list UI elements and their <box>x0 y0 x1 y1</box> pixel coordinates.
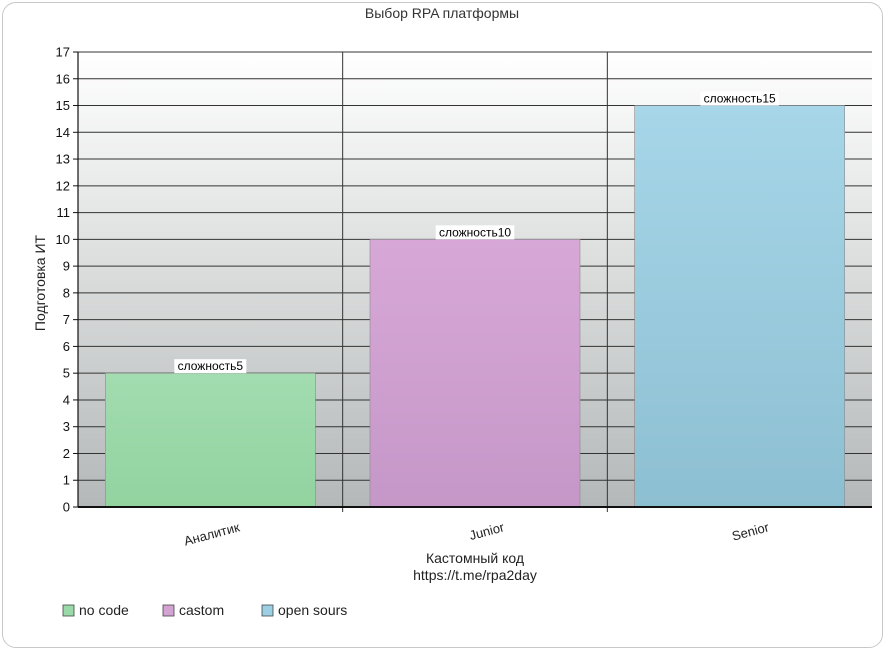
y-tick-label: 15 <box>56 98 70 113</box>
legend-swatch <box>162 604 175 617</box>
legend-label: no code <box>79 602 129 618</box>
bar <box>369 239 581 508</box>
y-tick-label: 5 <box>63 366 70 381</box>
x-axis-title: Кастомный код <box>426 550 524 566</box>
data-label-box <box>435 225 515 240</box>
data-label-box <box>174 359 247 374</box>
y-tick-label: 17 <box>56 45 70 60</box>
data-label: сложность10 <box>439 225 511 239</box>
data-label: сложность5 <box>178 359 244 373</box>
y-tick-label: 14 <box>56 125 70 140</box>
y-tick-label: 4 <box>63 392 70 407</box>
data-label: сложность15 <box>704 92 776 106</box>
y-tick-label: 10 <box>56 232 70 247</box>
y-tick-label: 7 <box>63 312 70 327</box>
y-tick-label: 2 <box>63 446 70 461</box>
legend-swatch <box>62 604 75 617</box>
y-tick-label: 3 <box>63 419 70 434</box>
bars <box>105 105 845 508</box>
bar <box>634 105 845 508</box>
x-category-label: Junior <box>468 519 507 543</box>
chart-title: Выбор RPA платформы <box>365 5 519 21</box>
y-tick-label: 9 <box>63 259 70 274</box>
y-tick-label: 0 <box>63 500 70 515</box>
data-labels: сложность5 сложность10 сложность15 <box>174 91 779 374</box>
y-tick-label: 11 <box>57 205 71 220</box>
legend-swatch <box>261 604 274 617</box>
y-tick-label: 12 <box>56 178 70 193</box>
data-label-box <box>700 91 779 106</box>
legend: no code castom open sours <box>62 602 347 618</box>
y-axis-title: Подготовка ИТ <box>32 234 48 331</box>
x-category-label: Senior <box>730 519 771 543</box>
y-tick-label: 8 <box>63 285 70 300</box>
x-category-label: Аналитик <box>182 519 241 548</box>
y-tick-label: 6 <box>63 339 70 354</box>
x-axis-subtitle: https://t.me/rpa2day <box>413 567 537 583</box>
legend-label: castom <box>179 602 224 618</box>
bar <box>105 372 316 508</box>
y-tick-label: 1 <box>63 473 70 488</box>
y-tick-label: 13 <box>56 152 70 167</box>
y-tick-label: 16 <box>56 71 70 86</box>
legend-label: open sours <box>278 602 347 618</box>
x-category-labels: Аналитик Junior Senior <box>182 519 771 548</box>
axes <box>73 51 872 508</box>
